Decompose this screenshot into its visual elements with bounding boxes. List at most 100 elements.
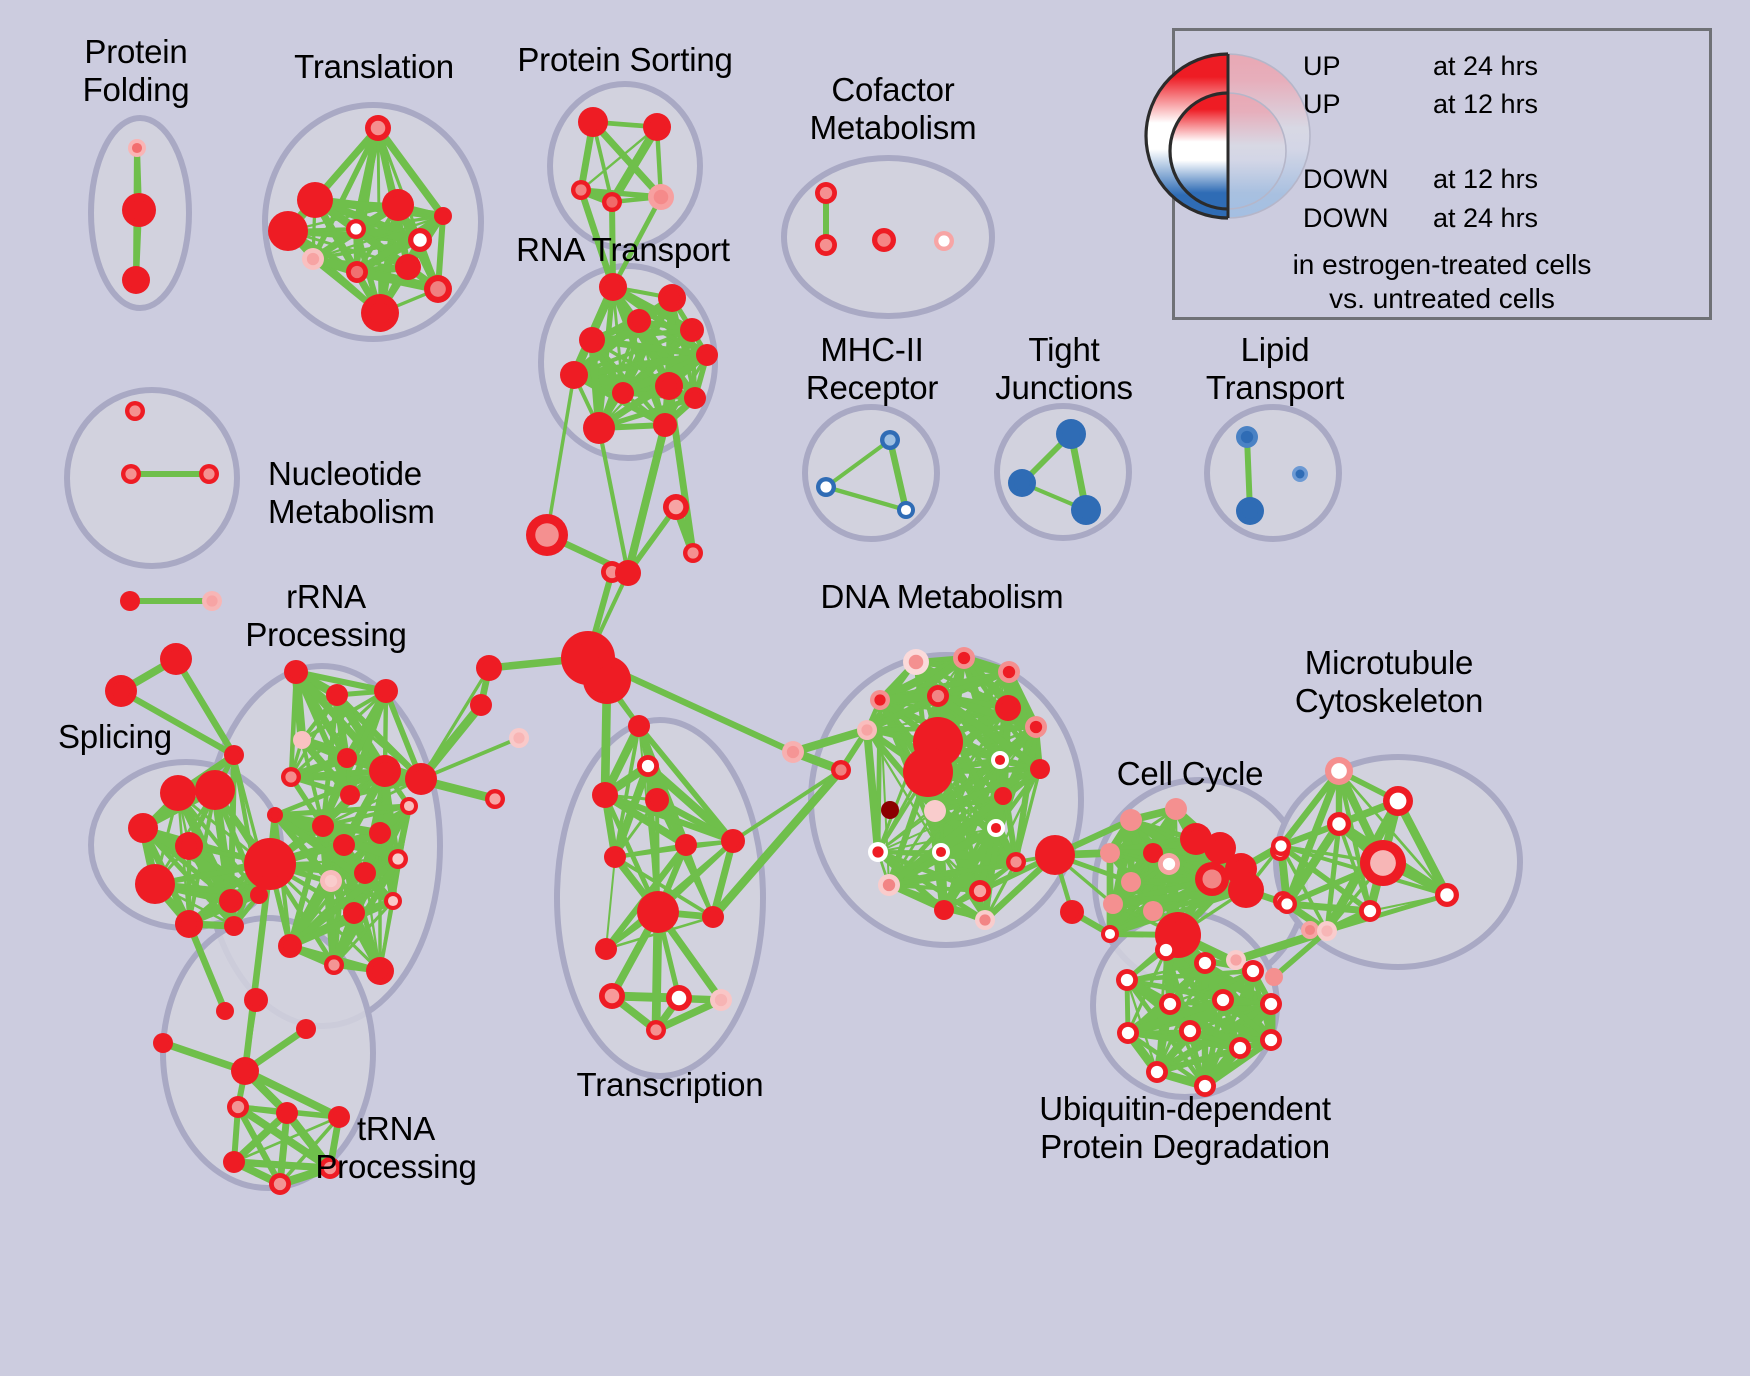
network-node[interactable]: [666, 985, 692, 1011]
network-node[interactable]: [1146, 1061, 1168, 1083]
network-node[interactable]: [281, 767, 301, 787]
network-node[interactable]: [125, 401, 145, 421]
network-node[interactable]: [927, 685, 949, 707]
network-node[interactable]: [653, 413, 677, 437]
network-node[interactable]: [224, 745, 244, 765]
network-node[interactable]: [1030, 759, 1050, 779]
network-node[interactable]: [1121, 872, 1141, 892]
network-node[interactable]: [872, 228, 896, 252]
network-node[interactable]: [648, 184, 674, 210]
network-node[interactable]: [1117, 1022, 1139, 1044]
network-node[interactable]: [366, 957, 394, 985]
network-node[interactable]: [680, 318, 704, 342]
network-node[interactable]: [395, 254, 421, 280]
network-node[interactable]: [615, 560, 641, 586]
network-node[interactable]: [1327, 812, 1351, 836]
network-node[interactable]: [227, 1096, 249, 1118]
network-node[interactable]: [269, 1173, 291, 1195]
network-node[interactable]: [1260, 993, 1282, 1015]
network-node[interactable]: [604, 846, 626, 868]
network-node[interactable]: [643, 113, 671, 141]
network-node[interactable]: [219, 889, 243, 913]
network-node[interactable]: [1060, 900, 1084, 924]
network-node[interactable]: [1116, 969, 1138, 991]
network-node[interactable]: [1226, 950, 1246, 970]
network-node[interactable]: [975, 910, 995, 930]
network-node[interactable]: [405, 763, 437, 795]
network-node[interactable]: [128, 813, 158, 843]
network-node[interactable]: [1025, 716, 1047, 738]
network-node[interactable]: [268, 211, 308, 251]
network-node[interactable]: [815, 182, 837, 204]
network-node[interactable]: [1158, 853, 1180, 875]
network-node[interactable]: [592, 782, 618, 808]
network-node[interactable]: [365, 115, 391, 141]
network-node[interactable]: [816, 477, 836, 497]
network-node[interactable]: [1100, 843, 1120, 863]
network-node[interactable]: [868, 842, 888, 862]
network-node[interactable]: [1277, 894, 1297, 914]
network-node[interactable]: [881, 801, 899, 819]
network-node[interactable]: [602, 192, 622, 212]
network-node[interactable]: [658, 284, 686, 312]
network-node[interactable]: [1165, 798, 1187, 820]
network-node[interactable]: [991, 751, 1009, 769]
network-node[interactable]: [675, 834, 697, 856]
network-node[interactable]: [663, 494, 689, 520]
network-node[interactable]: [153, 1033, 173, 1053]
network-node[interactable]: [297, 182, 333, 218]
network-node[interactable]: [388, 849, 408, 869]
network-node[interactable]: [343, 902, 365, 924]
network-node[interactable]: [1056, 419, 1086, 449]
network-node[interactable]: [122, 266, 150, 294]
network-node[interactable]: [969, 880, 991, 902]
network-node[interactable]: [646, 1020, 666, 1040]
network-node[interactable]: [470, 694, 492, 716]
network-node[interactable]: [175, 910, 203, 938]
network-node[interactable]: [1006, 852, 1026, 872]
network-node[interactable]: [1195, 862, 1229, 896]
network-node[interactable]: [195, 770, 235, 810]
network-node[interactable]: [408, 228, 432, 252]
network-node[interactable]: [346, 219, 366, 239]
network-node[interactable]: [361, 294, 399, 332]
network-node[interactable]: [1120, 809, 1142, 831]
network-node[interactable]: [276, 1102, 298, 1124]
network-node[interactable]: [595, 938, 617, 960]
network-node[interactable]: [782, 741, 804, 763]
network-node[interactable]: [320, 870, 342, 892]
network-node[interactable]: [223, 1151, 245, 1173]
network-node[interactable]: [599, 983, 625, 1009]
network-node[interactable]: [1155, 939, 1177, 961]
network-node[interactable]: [994, 787, 1012, 805]
network-node[interactable]: [1265, 968, 1283, 986]
network-node[interactable]: [324, 955, 344, 975]
network-node[interactable]: [1228, 872, 1264, 908]
network-node[interactable]: [340, 785, 360, 805]
network-node[interactable]: [1435, 883, 1459, 907]
network-node[interactable]: [1360, 840, 1406, 886]
network-node[interactable]: [424, 275, 452, 303]
network-node[interactable]: [1194, 1075, 1216, 1097]
network-node[interactable]: [655, 372, 683, 400]
network-node[interactable]: [224, 916, 244, 936]
network-node[interactable]: [857, 720, 877, 740]
network-node[interactable]: [202, 591, 222, 611]
network-node[interactable]: [560, 361, 588, 389]
network-node[interactable]: [934, 900, 954, 920]
network-node[interactable]: [328, 1106, 350, 1128]
network-node[interactable]: [880, 430, 900, 450]
network-node[interactable]: [1301, 921, 1319, 939]
network-node[interactable]: [476, 655, 502, 681]
network-node[interactable]: [1229, 1037, 1251, 1059]
network-node[interactable]: [250, 886, 268, 904]
network-node[interactable]: [160, 775, 196, 811]
network-node[interactable]: [1383, 786, 1413, 816]
network-node[interactable]: [583, 412, 615, 444]
network-node[interactable]: [627, 309, 651, 333]
network-node[interactable]: [296, 1019, 316, 1039]
network-node[interactable]: [333, 834, 355, 856]
network-node[interactable]: [278, 934, 302, 958]
network-node[interactable]: [382, 189, 414, 221]
network-node[interactable]: [485, 789, 505, 809]
